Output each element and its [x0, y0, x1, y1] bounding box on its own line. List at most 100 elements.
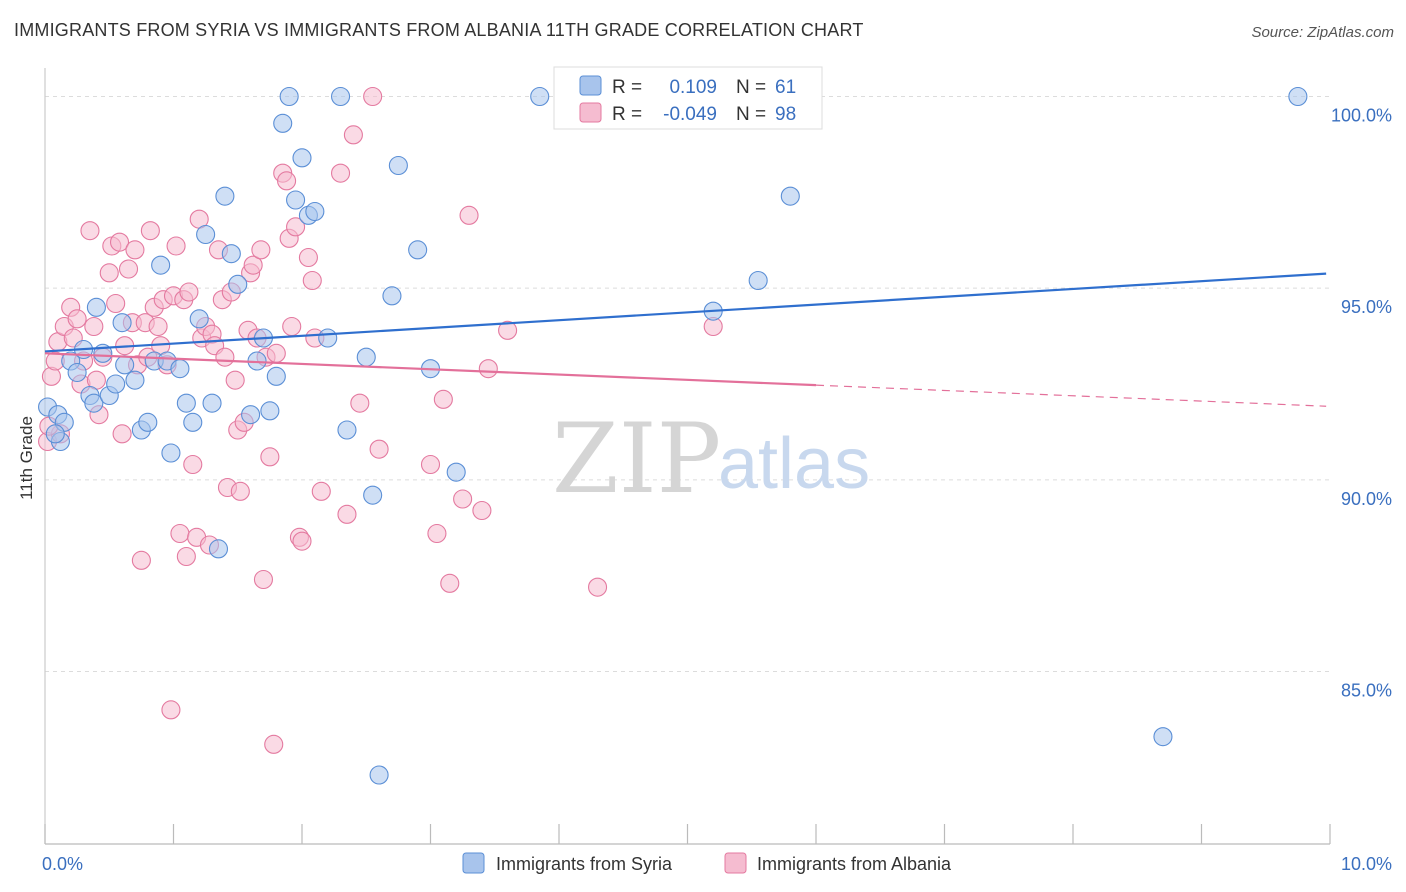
legend-n-label-syria: N =: [736, 77, 766, 98]
syria-point: [330, 86, 351, 107]
syria-point: [446, 462, 466, 482]
albania-point: [84, 316, 104, 337]
syria-point: [241, 405, 261, 425]
albania-point: [266, 343, 286, 363]
syria-point: [106, 374, 126, 394]
syria-point: [408, 240, 428, 260]
watermark: ZIP atlas: [552, 403, 870, 515]
syria-point: [530, 86, 550, 107]
x-tick-label: 10.0%: [1341, 854, 1392, 874]
syria-point: [279, 86, 299, 107]
albania-point: [243, 255, 263, 275]
syria-point: [292, 148, 312, 168]
syria-point: [1288, 86, 1308, 107]
syria-point: [337, 420, 357, 440]
albania-point: [459, 205, 479, 225]
syria-point: [196, 224, 216, 245]
y-tick-labels: 85.0% 90.0% 95.0% 100.0%: [1331, 106, 1392, 701]
albania-point: [251, 240, 271, 260]
albania-point: [337, 504, 357, 524]
albania-point: [369, 439, 389, 459]
albania-point: [225, 370, 245, 390]
albania-point: [478, 359, 498, 379]
albania-point: [109, 232, 130, 252]
albania-point: [350, 393, 370, 413]
albania-point: [282, 316, 302, 337]
albania-point: [277, 171, 297, 191]
syria-point: [266, 366, 286, 386]
syria-point: [115, 355, 135, 375]
syria-point: [45, 424, 65, 444]
source-credit: Source: ZipAtlas.com: [1251, 24, 1394, 41]
syria-point: [84, 393, 104, 413]
albania-point: [131, 550, 151, 570]
syria-point: [208, 539, 229, 559]
legend-swatch-syria: [579, 75, 602, 96]
syria-point: [318, 328, 338, 348]
albania-point: [343, 125, 363, 145]
watermark-atlas: atlas: [718, 424, 870, 504]
syria-point: [286, 190, 306, 210]
trend-lines: [44, 272, 1327, 407]
y-axis-title: 11th Grade: [17, 416, 36, 500]
legend-swatch-albania: [579, 102, 602, 123]
albania-point: [215, 347, 235, 367]
albania-point: [264, 734, 284, 754]
x-tick-labels: 0.0% 10.0%: [42, 854, 1392, 874]
albania-trend-extension: [815, 384, 1327, 407]
syria-point: [228, 274, 248, 294]
legend-r-value-syria: 0.109: [669, 77, 717, 98]
bottom-legend-label-syria: Immigrants from Syria: [496, 854, 673, 874]
legend-r-label-albania: R =: [612, 104, 642, 125]
legend-n-value-syria: 61: [775, 77, 796, 98]
syria-point: [260, 401, 280, 421]
x-tick-label: 0.0%: [42, 854, 83, 874]
syria-point: [151, 255, 171, 275]
syria-point: [388, 155, 408, 176]
albania-point: [302, 270, 322, 291]
albania-point: [112, 424, 132, 444]
albania-point: [298, 247, 318, 268]
data-points: [38, 86, 1308, 785]
albania-point: [140, 221, 160, 241]
albania-point: [453, 489, 473, 509]
albania-point: [161, 700, 181, 720]
bottom-legend-swatch-syria: [462, 852, 485, 874]
albania-point: [472, 500, 492, 521]
legend-n-value-albania: 98: [775, 104, 796, 125]
legend-r-label-syria: R =: [612, 77, 642, 98]
albania-point: [498, 320, 518, 340]
bottom-legend-swatch-albania: [724, 852, 747, 874]
albania-trend-line: [44, 352, 817, 387]
y-tick-label: 100.0%: [1331, 106, 1392, 126]
albania-point: [148, 316, 168, 337]
syria-point: [112, 313, 132, 333]
watermark-zip: ZIP: [552, 403, 721, 515]
albania-point: [183, 454, 203, 475]
albania-point: [253, 569, 274, 590]
syria-point: [183, 412, 203, 432]
albania-point: [230, 481, 250, 501]
syria-point: [176, 393, 196, 413]
albania-point: [286, 217, 306, 237]
albania-point: [67, 309, 87, 329]
legend-box: R = 0.109 N = 61 R = -0.049 N = 98: [553, 66, 823, 130]
syria-point: [382, 286, 402, 306]
albania-point: [166, 236, 186, 256]
albania-point: [440, 573, 460, 593]
albania-point: [106, 293, 126, 314]
albania-point: [170, 523, 190, 544]
albania-point: [260, 447, 280, 467]
albania-point: [179, 282, 199, 302]
albania-point: [330, 163, 351, 183]
syria-point: [305, 201, 325, 222]
albania-point: [80, 221, 100, 241]
axes: [44, 68, 1331, 845]
bottom-legend-label-albania: Immigrants from Albania: [757, 854, 952, 874]
syria-point: [170, 359, 190, 379]
syria-point: [202, 393, 222, 413]
syria-point: [356, 347, 376, 367]
syria-point: [221, 244, 241, 264]
y-tick-label: 85.0%: [1341, 681, 1392, 701]
